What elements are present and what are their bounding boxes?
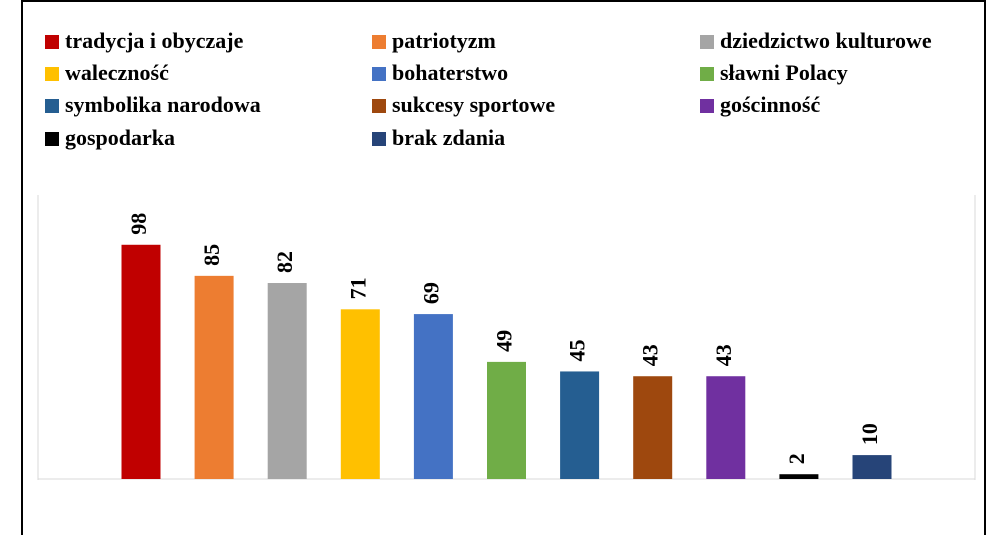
legend-label: tradycja i obyczaje [65,28,244,53]
legend-swatch [45,132,59,146]
bar [633,376,673,479]
bar [413,314,453,479]
legend-label: bohaterstwo [392,60,508,85]
legend-swatch [372,67,386,81]
data-label: 85 [199,244,224,266]
legend-swatch [700,35,714,49]
bar [706,376,746,479]
legend-swatch [45,35,59,49]
legend-label: patriotyzm [392,28,496,53]
legend-swatch [45,67,59,81]
bar [194,275,234,479]
legend-swatch [700,67,714,81]
legend-label: gospodarka [65,125,175,150]
bar [852,455,892,479]
data-label: 2 [784,453,809,464]
data-label: 69 [418,282,443,304]
data-label: 43 [711,344,736,366]
data-label: 71 [345,277,370,299]
legend-label: brak zdania [392,125,505,150]
data-label: 45 [565,339,590,361]
legend-swatch [372,132,386,146]
data-label: 43 [638,344,663,366]
data-label: 10 [857,423,882,445]
legend-label: sukcesy sportowe [392,92,555,117]
legend-label: sławni Polacy [720,60,848,85]
legend-label: dziedzictwo kulturowe [720,28,932,53]
legend-swatch [45,99,59,113]
bar [560,371,600,479]
data-label: 98 [126,213,151,235]
bar [779,474,819,479]
legend-swatch [372,35,386,49]
bar [121,244,161,479]
bar [487,361,526,479]
legend-label: symbolika narodowa [65,92,261,117]
legend-swatch [700,99,714,113]
legend-label: waleczność [65,60,169,85]
data-label: 82 [272,251,297,273]
data-label: 49 [492,330,517,352]
legend-swatch [372,99,386,113]
bar [267,283,307,479]
bar [340,309,380,479]
legend-label: gościnność [720,92,820,117]
